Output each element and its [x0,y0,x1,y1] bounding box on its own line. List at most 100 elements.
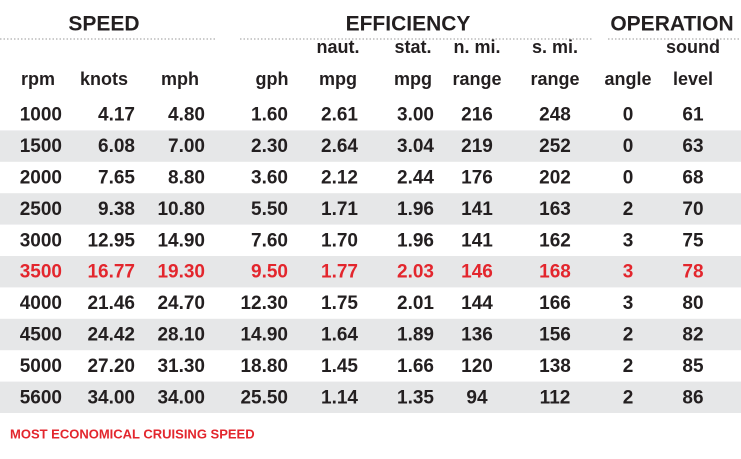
column-header: stat. [394,37,431,57]
column-header: level [673,69,713,89]
cell: 2 [623,199,634,220]
cell: 3.00 [397,105,434,126]
cell: 1.75 [321,293,358,314]
cell: 4000 [20,293,62,314]
cell: 10.80 [157,199,205,220]
cell: 24.70 [157,293,205,314]
column-header: gph [256,69,289,89]
cell: 0 [623,168,634,189]
cell: 138 [539,356,571,377]
cell: 61 [682,105,704,126]
cell: 80 [682,293,703,314]
cell: 2500 [20,199,62,220]
cell: 70 [682,199,703,220]
cell: 34.00 [87,387,135,408]
cell: 176 [461,168,493,189]
cell: 2.44 [397,168,434,189]
cell: 12.95 [87,230,135,251]
cell: 0 [623,136,634,157]
cell: 1500 [20,136,62,157]
cell: 2 [623,387,634,408]
cell: 1.66 [397,356,434,377]
cell: 3.60 [251,168,288,189]
cell: 16.77 [87,262,135,283]
cell: 3000 [20,230,62,251]
cell: 27.20 [87,356,135,377]
cell: 1.35 [397,387,434,408]
cell: 112 [540,387,571,408]
cell: 82 [682,325,703,346]
footnote: MOST ECONOMICAL CRUISING SPEED [10,426,255,441]
column-header: s. mi. [532,37,578,57]
cell: 1.96 [397,199,434,220]
cell: 5600 [20,387,62,408]
column-header: sound [666,37,720,57]
row-stripe [0,193,741,225]
cell: 2.12 [321,168,358,189]
cell: 28.10 [157,325,205,346]
column-header: mpg [319,69,357,89]
cell: 168 [539,262,571,283]
cell: 252 [539,136,571,157]
cell: 86 [682,387,703,408]
cell: 3 [623,262,634,283]
cell: 4.80 [168,105,205,126]
cell: 166 [539,293,571,314]
cell: 141 [461,199,493,220]
cell: 1.89 [397,325,434,346]
cell: 1.71 [321,199,358,220]
cell: 3.04 [397,136,434,157]
cell: 120 [461,356,493,377]
cell: 1.45 [321,356,358,377]
cell: 5000 [20,356,62,377]
cell: 136 [461,325,493,346]
cell: 144 [461,293,493,314]
cell: 14.90 [240,325,288,346]
column-header: n. mi. [453,37,500,57]
cell: 2.03 [397,262,434,283]
group-header: EFFICIENCY [346,13,471,36]
cell: 31.30 [157,356,205,377]
cell: 25.50 [240,387,288,408]
cell: 146 [461,262,493,283]
cell: 3 [623,230,634,251]
cell: 6.08 [98,136,135,157]
cell: 21.46 [87,293,135,314]
cell: 248 [539,105,571,126]
cell: 19.30 [157,262,205,283]
cell: 4500 [20,325,62,346]
cell: 216 [461,105,493,126]
cell: 162 [539,230,571,251]
cell: 1000 [20,105,62,126]
row-stripe [0,318,741,351]
cell: 24.42 [87,325,135,346]
cell: 75 [682,230,704,251]
cell: 3500 [20,262,62,283]
cell: 2 [623,356,634,377]
cell: 156 [539,325,571,346]
cell: 5.50 [251,199,288,220]
cell: 141 [461,230,493,251]
cell: 1.14 [321,387,358,408]
cell: 219 [461,136,493,157]
row-stripe [0,256,741,288]
cell: 78 [682,262,703,283]
column-header: range [530,69,579,89]
cell: 3 [623,293,634,314]
column-header: mph [161,69,199,89]
cell: 1.77 [321,262,358,283]
cell: 1.60 [251,105,288,126]
cell: 63 [682,136,703,157]
row-stripe [0,381,741,413]
cell: 7.65 [98,168,135,189]
cell: 2.64 [321,136,358,157]
cell: 94 [466,387,488,408]
cell: 2 [623,325,634,346]
cell: 8.80 [168,168,205,189]
column-header: range [452,69,501,89]
cell: 68 [682,168,703,189]
cell: 163 [539,199,571,220]
cell: 1.70 [321,230,358,251]
column-header: knots [80,69,128,89]
